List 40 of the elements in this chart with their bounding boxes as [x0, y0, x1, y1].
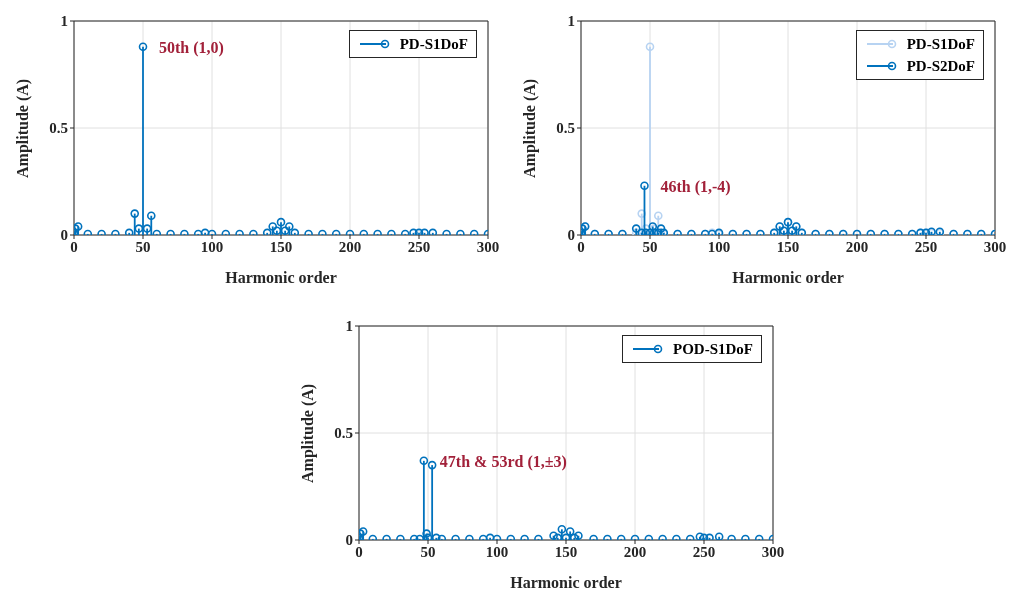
x-tick-label: 300 — [476, 238, 500, 255]
annotation: 47th & 53rd (1,±3) — [439, 452, 567, 471]
x-axis-title: Harmonic order — [225, 269, 337, 286]
x-tick-label: 50 — [420, 543, 436, 560]
x-tick-label: 300 — [983, 238, 1007, 255]
x-tick-label: 300 — [761, 543, 785, 560]
x-tick-label: 250 — [692, 543, 716, 560]
legend-label: PD-S1DoF — [399, 35, 468, 53]
x-tick-label: 200 — [623, 543, 647, 560]
x-tick-label: 100 — [200, 238, 224, 255]
legend-label: POD-S1DoF — [673, 340, 753, 358]
y-tick-label: 0 — [60, 227, 68, 244]
x-tick-label: 200 — [338, 238, 362, 255]
x-tick-label: 250 — [914, 238, 938, 255]
y-tick-label: 0.5 — [556, 120, 575, 137]
x-tick-label: 150 — [554, 543, 578, 560]
x-tick-label: 150 — [269, 238, 293, 255]
annotation: 50th (1,0) — [159, 38, 224, 57]
x-tick-label: 200 — [845, 238, 869, 255]
y-tick-label: 1 — [567, 13, 575, 30]
y-tick-label: 1 — [60, 13, 68, 30]
y-tick-label: 1 — [345, 318, 353, 335]
y-tick-label: 0.5 — [334, 425, 353, 442]
y-axis-title: Amplitude (A) — [298, 383, 317, 483]
x-tick-label: 250 — [407, 238, 431, 255]
x-axis-title: Harmonic order — [732, 269, 844, 286]
y-tick-label: 0.5 — [49, 120, 68, 137]
y-tick-label: 0 — [567, 227, 575, 244]
x-tick-label: 100 — [707, 238, 731, 255]
x-tick-label: 150 — [776, 238, 800, 255]
y-tick-label: 0 — [345, 532, 353, 549]
legend-label: PD-S2DoF — [906, 57, 975, 75]
y-axis-title: Amplitude (A) — [13, 78, 32, 178]
x-axis-title: Harmonic order — [510, 574, 622, 591]
x-tick-label: 100 — [485, 543, 509, 560]
legend-label: PD-S1DoF — [906, 35, 975, 53]
x-tick-label: 50 — [135, 238, 151, 255]
y-axis-title: Amplitude (A) — [520, 78, 539, 178]
x-tick-label: 50 — [642, 238, 658, 255]
annotation: 46th (1,-4) — [660, 177, 731, 196]
